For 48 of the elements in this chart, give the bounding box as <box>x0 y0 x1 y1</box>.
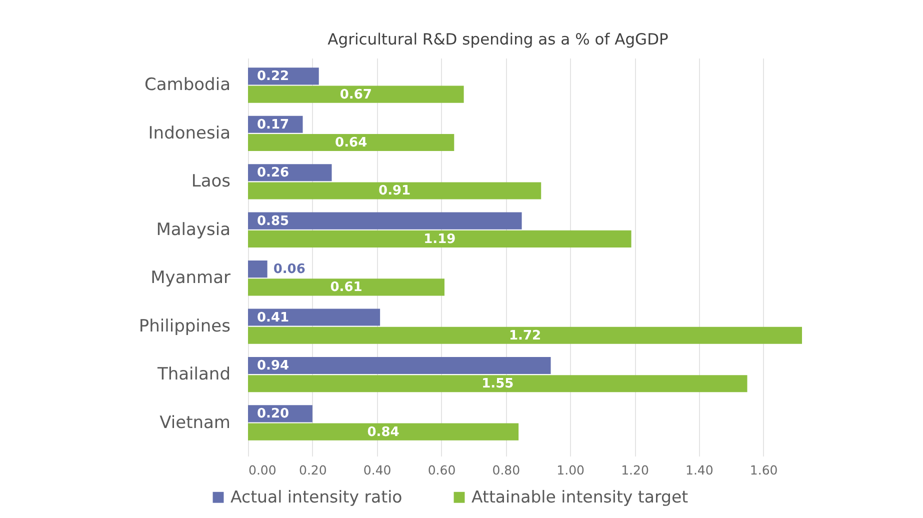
y-tick-label: Vietnam <box>160 412 230 433</box>
bar <box>248 375 748 392</box>
bar <box>248 278 444 296</box>
x-tick-label: 0.20 <box>298 462 327 478</box>
x-tick-label: 0.60 <box>428 462 456 478</box>
chart-title: Agricultural R&D spending as a % of AgGDP <box>328 30 668 48</box>
bar <box>248 86 464 103</box>
y-tick-label: Myanmar <box>150 268 231 288</box>
bar <box>248 182 542 200</box>
data-label: 0.26 <box>257 166 290 181</box>
data-label: 0.85 <box>257 214 290 229</box>
y-tick-label: Laos <box>191 172 231 192</box>
x-tick-label: 1.00 <box>556 462 585 478</box>
bar <box>248 356 551 374</box>
data-label: 1.72 <box>508 328 542 344</box>
y-tick-label: Indonesia <box>148 123 230 144</box>
bar <box>248 212 522 230</box>
data-label: 0.91 <box>378 184 411 199</box>
y-tick-label: Cambodia <box>144 75 230 96</box>
data-label: 0.17 <box>257 117 290 132</box>
data-label: 0.20 <box>257 406 290 422</box>
bar <box>248 308 380 326</box>
bar <box>248 134 454 152</box>
x-tick-label: 0.00 <box>248 462 276 478</box>
data-label: 0.06 <box>273 262 306 278</box>
data-label: 0.67 <box>340 87 372 102</box>
y-tick-label: Philippines <box>138 316 231 336</box>
data-label: 1.55 <box>482 376 514 392</box>
bar <box>248 326 802 344</box>
bar <box>248 423 519 440</box>
y-tick-label: Thailand <box>156 364 230 385</box>
bar <box>248 230 632 248</box>
data-label: 0.22 <box>257 69 290 84</box>
data-label: 0.94 <box>257 358 290 374</box>
x-tick-label: 1.20 <box>621 462 649 478</box>
x-tick-label: 1.40 <box>686 462 714 478</box>
data-label: 0.61 <box>330 280 362 296</box>
legend-label: Attainable intensity target <box>472 487 689 506</box>
x-tick-label: 0.80 <box>492 462 520 478</box>
data-label: 1.19 <box>424 232 456 247</box>
data-label: 0.84 <box>367 424 400 440</box>
bar <box>248 260 268 278</box>
x-tick-label: 1.60 <box>750 462 778 478</box>
y-tick-label: Malaysia <box>156 220 230 240</box>
data-label: 0.64 <box>335 136 368 151</box>
data-label: 0.41 <box>257 310 290 326</box>
legend-label: Actual intensity ratio <box>230 487 402 506</box>
x-tick-label: 0.40 <box>363 462 392 478</box>
